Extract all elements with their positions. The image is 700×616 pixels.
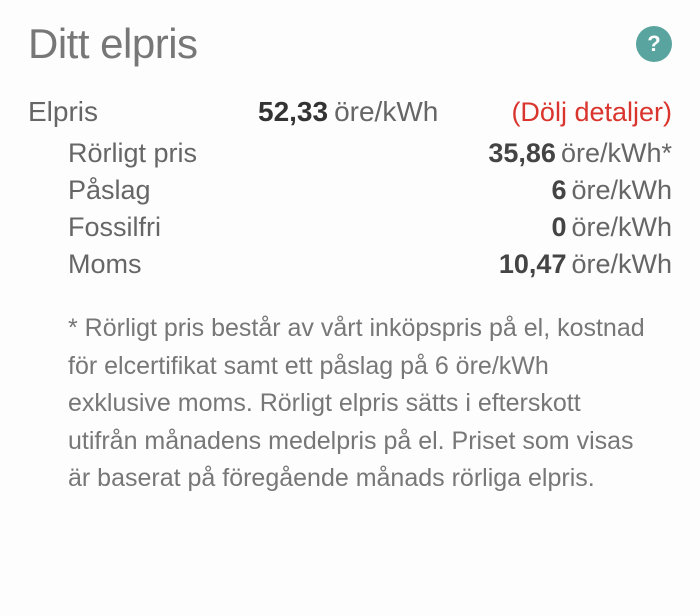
detail-row: Fossilfri0öre/kWh bbox=[28, 212, 672, 243]
detail-value-wrap: 10,47öre/kWh bbox=[499, 249, 672, 280]
detail-label: Moms bbox=[68, 249, 499, 280]
footnote-text: * Rörligt pris består av vårt inköpspris… bbox=[28, 310, 672, 498]
detail-value-wrap: 6öre/kWh bbox=[551, 175, 672, 206]
header: Ditt elpris ? bbox=[28, 20, 672, 68]
detail-value: 0 bbox=[551, 212, 566, 242]
detail-label: Rörligt pris bbox=[68, 138, 488, 169]
detail-label: Fossilfri bbox=[68, 212, 551, 243]
detail-row: Påslag6öre/kWh bbox=[28, 175, 672, 206]
price-value: 52,33 bbox=[258, 96, 328, 128]
price-summary-row: Elpris 52,33 öre/kWh (Dölj detaljer) bbox=[28, 96, 672, 128]
detail-value: 6 bbox=[551, 175, 566, 205]
toggle-details-link[interactable]: (Dölj detaljer) bbox=[511, 97, 672, 128]
detail-unit: öre/kWh bbox=[571, 249, 672, 279]
page-title: Ditt elpris bbox=[28, 20, 198, 68]
price-unit: öre/kWh bbox=[334, 96, 438, 128]
detail-label: Påslag bbox=[68, 175, 551, 206]
detail-unit: öre/kWh bbox=[571, 212, 672, 242]
detail-unit: öre/kWh bbox=[571, 175, 672, 205]
help-icon[interactable]: ? bbox=[636, 26, 672, 62]
detail-value: 10,47 bbox=[499, 249, 567, 279]
price-label: Elpris bbox=[28, 96, 258, 128]
detail-row: Moms10,47öre/kWh bbox=[28, 249, 672, 280]
detail-value-wrap: 35,86öre/kWh* bbox=[488, 138, 672, 169]
detail-value-wrap: 0öre/kWh bbox=[551, 212, 672, 243]
detail-row: Rörligt pris35,86öre/kWh* bbox=[28, 138, 672, 169]
detail-unit: öre/kWh* bbox=[561, 138, 672, 168]
detail-value: 35,86 bbox=[488, 138, 556, 168]
details-list: Rörligt pris35,86öre/kWh*Påslag6öre/kWhF… bbox=[28, 138, 672, 280]
